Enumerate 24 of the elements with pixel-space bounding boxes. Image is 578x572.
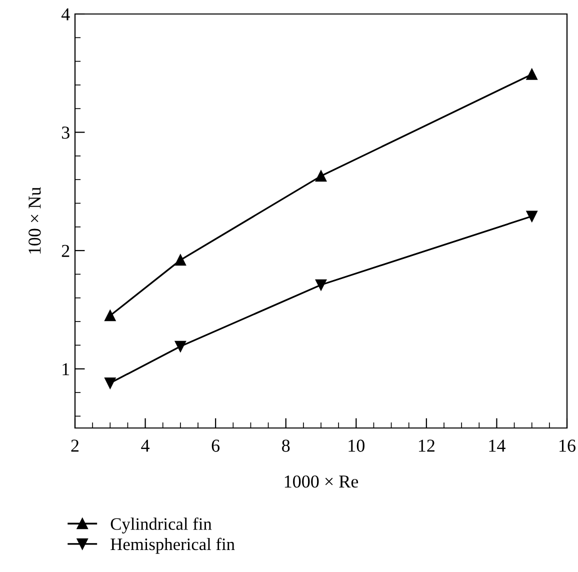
y-tick-label: 4 [61, 8, 70, 20]
x-tick-label: 6 [212, 440, 220, 452]
x-tick-label: 16 [560, 440, 576, 452]
point [174, 254, 186, 266]
legend-label: Cylindrical fin [110, 517, 212, 534]
x-tick-label: 12 [418, 440, 434, 452]
y-tick-label: 2 [62, 244, 70, 257]
x-tick-label: 14 [489, 440, 506, 452]
point [104, 377, 116, 389]
x-tick-label: 2 [71, 440, 79, 452]
point [104, 310, 116, 322]
point [174, 340, 186, 352]
point [315, 279, 327, 290]
y-tick-label: 3 [62, 126, 70, 139]
x-tick-label: 8 [282, 440, 290, 452]
x-axis-title: 1000 × Re [284, 475, 358, 488]
point [315, 170, 327, 182]
x-tick-label: 10 [348, 440, 364, 452]
y-axis-title: 100 × Nu [28, 187, 41, 254]
legend-label: Hemispherical fin [110, 538, 235, 554]
y-tick-label: 1 [62, 363, 70, 376]
point [526, 210, 538, 222]
x-tick-label: 4 [141, 440, 150, 452]
point [526, 68, 538, 80]
